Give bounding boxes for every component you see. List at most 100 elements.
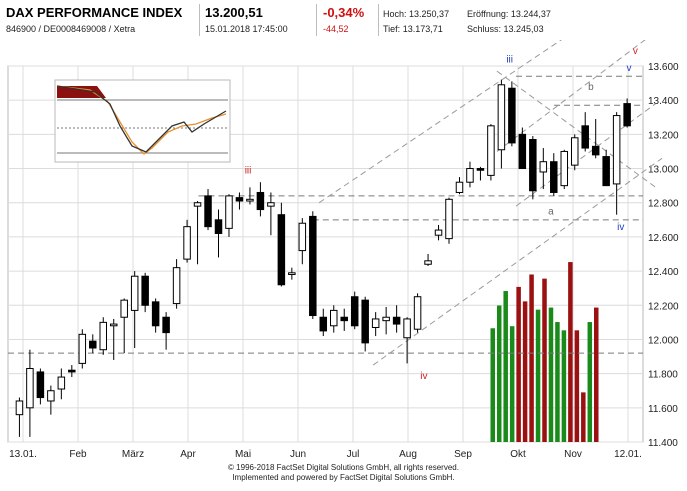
x-tick-label: 13.01. [9, 449, 37, 460]
quote-header: DAX PERFORMANCE INDEX 846900 / DE0008469… [0, 0, 687, 40]
x-tick-label: Mai [235, 449, 251, 460]
wave-label: iv [617, 222, 624, 233]
candle-body [529, 138, 537, 192]
candle-body [413, 296, 422, 330]
candle-body [612, 115, 621, 185]
candle [570, 134, 579, 171]
wave-label: b [588, 82, 594, 93]
volume-bar [496, 305, 502, 442]
volume-bar [503, 291, 508, 442]
x-tick-label: März [122, 449, 144, 460]
candle-body [99, 321, 107, 351]
trend-channel-line [515, 103, 656, 207]
candle [78, 329, 87, 369]
candle-body [434, 229, 443, 236]
candle-body [109, 323, 118, 327]
candle [487, 124, 495, 181]
header-divider [316, 4, 317, 36]
high-value: 13.250,37 [409, 9, 450, 19]
candle-body [476, 168, 485, 171]
candle-body [214, 219, 223, 234]
x-tick-label: Jul [347, 449, 360, 460]
candle-body [47, 390, 55, 402]
candle-body [330, 309, 338, 327]
volume-bar [490, 328, 496, 442]
candle-body [392, 316, 401, 325]
y-tick-label: 11.400 [648, 438, 678, 449]
candle-body [455, 181, 464, 193]
candle-body [361, 299, 369, 344]
stochastic-inset [54, 79, 231, 163]
candle [591, 118, 600, 159]
candle [204, 189, 212, 231]
candle-body [162, 316, 170, 334]
volume-bar [548, 307, 554, 442]
volume-bar [561, 330, 567, 442]
candle-body [403, 318, 411, 339]
candle [445, 197, 453, 244]
y-tick-label: 13.000 [648, 165, 679, 176]
candle-body [350, 296, 359, 327]
candle [130, 271, 139, 348]
candle-body [623, 103, 631, 127]
candle [151, 298, 160, 333]
candle-body [246, 198, 254, 202]
candle [560, 149, 569, 190]
price-chart: 11.400 11.600 11.800 12.000 12.200 12.400 12.6… [7, 40, 679, 460]
candle-body [497, 84, 506, 151]
volume-bar [529, 274, 534, 442]
candle [235, 192, 244, 210]
open-stat: Eröffnung: 13.244,37 [467, 9, 551, 19]
candle [612, 112, 621, 215]
candle [350, 291, 359, 330]
candle-body [26, 368, 34, 409]
candle-body [78, 333, 87, 364]
trend-channel-line [496, 40, 646, 152]
candle-body [602, 156, 610, 187]
wave-label: a [548, 207, 554, 218]
volume-bar [522, 301, 528, 442]
low-label: Tief: [383, 24, 401, 34]
candle-body [120, 299, 128, 318]
volume-bar [516, 286, 521, 442]
copyright-line: © 1996-2018 FactSet Digital Solutions Gm… [228, 463, 459, 472]
candle-body [36, 371, 45, 399]
candle-body [539, 161, 548, 173]
candle-body [267, 202, 275, 207]
candle [277, 202, 286, 287]
y-tick-label: 13.400 [648, 96, 679, 107]
candle [214, 209, 223, 258]
candle [529, 136, 537, 200]
candle [413, 293, 422, 333]
candle-body [141, 275, 149, 306]
candle [371, 312, 380, 337]
candle [497, 79, 506, 169]
candle-body [235, 197, 244, 202]
x-tick-label: Apr [180, 449, 196, 460]
inset-k-line [56, 85, 227, 153]
candle [581, 112, 589, 152]
x-tick-label: Okt [510, 449, 526, 460]
candle-body [204, 195, 212, 228]
y-tick-label: 13.200 [648, 130, 679, 141]
candle-body [550, 161, 558, 193]
change-percent: -0,34% [323, 5, 365, 20]
candle-body [424, 260, 432, 265]
candle-body [130, 275, 139, 311]
low-value: 13.173,71 [402, 24, 443, 34]
y-tick-label: 13.600 [648, 62, 679, 73]
candle-body [68, 369, 76, 373]
volume-bar [594, 307, 599, 442]
candle-body [382, 316, 390, 322]
close-label: Schluss: [467, 24, 502, 34]
close-stat: Schluss: 13.245,03 [467, 24, 544, 34]
powered-by-line: Implemented and powered by FactSet Digit… [232, 473, 455, 482]
header-divider [378, 4, 379, 36]
candle-body [466, 168, 474, 183]
candle [434, 224, 443, 241]
candle [36, 368, 45, 405]
candle-body [319, 316, 328, 332]
candle [68, 365, 76, 378]
wave-label: v [627, 63, 632, 74]
candle-body [151, 301, 160, 327]
